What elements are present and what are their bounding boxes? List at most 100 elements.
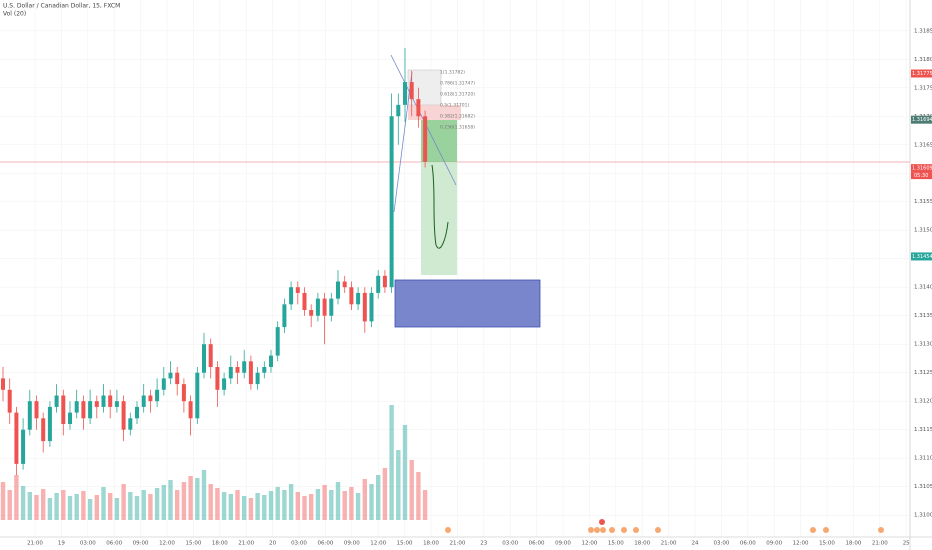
candle-body xyxy=(141,395,146,407)
volume-bar xyxy=(0,482,6,520)
candle-body xyxy=(88,401,93,419)
volume-bar xyxy=(362,479,367,520)
volume-bar xyxy=(67,496,73,520)
zone-rectangle xyxy=(394,279,541,328)
candle-body xyxy=(228,367,233,379)
candle-body xyxy=(382,275,387,288)
candle-body xyxy=(416,99,421,117)
volume-bar xyxy=(315,489,321,520)
event-icon xyxy=(445,527,451,533)
chart-title: U.S. Dollar / Canadian Dollar, 15, FXCM xyxy=(3,3,120,10)
x-tick-label: 03:00 xyxy=(713,541,729,547)
candle-body xyxy=(47,406,52,442)
y-tick-label: 1.31400 xyxy=(914,285,932,291)
volume-bar xyxy=(114,498,120,520)
y-tick-label: 1.31000 xyxy=(914,513,932,519)
candle-body xyxy=(235,367,240,373)
events xyxy=(445,519,884,533)
volume-bar xyxy=(288,484,294,520)
candle-body xyxy=(275,327,280,356)
x-tick-label: 21:00 xyxy=(449,541,465,547)
volume-bar xyxy=(215,488,220,520)
candle-body xyxy=(61,395,66,424)
price-label-box xyxy=(911,164,932,173)
y-tick-label: 1.31800 xyxy=(914,57,932,63)
volume-bar xyxy=(235,490,240,520)
volume-bar xyxy=(154,488,160,520)
event-icon xyxy=(621,527,627,533)
fib-label: 0.382(1.31682) xyxy=(440,114,475,120)
fib-label: 0.786(1.31747) xyxy=(440,81,475,87)
candle-body xyxy=(108,395,113,407)
volume-bar xyxy=(108,493,113,520)
volume-bar xyxy=(87,499,93,520)
volume-bar xyxy=(168,480,173,520)
x-tick-label: 15:00 xyxy=(185,541,201,547)
candle-body xyxy=(409,82,414,100)
candle-body xyxy=(195,372,200,419)
x-tick-label: 21:00 xyxy=(661,541,677,547)
candle-body xyxy=(396,104,401,117)
volume-bar xyxy=(81,491,86,520)
volume-bar xyxy=(181,482,187,520)
volume-bar xyxy=(302,496,307,520)
volume-bar xyxy=(74,494,79,520)
volume-bar xyxy=(275,487,280,520)
candle-body xyxy=(208,344,213,368)
volume-bar xyxy=(335,482,341,520)
target-zone xyxy=(421,162,457,275)
volume-bar xyxy=(221,492,227,520)
y-tick-label: 1.31350 xyxy=(914,313,932,319)
candle-body xyxy=(34,401,39,419)
candle-body xyxy=(369,292,374,322)
candle-body xyxy=(376,275,381,293)
candle-body xyxy=(121,401,126,430)
candle-body xyxy=(41,418,46,442)
y-tick-label: 1.31750 xyxy=(914,85,932,91)
candle-body xyxy=(248,361,253,385)
candle-body xyxy=(161,378,166,390)
y-tick-label: 1.31250 xyxy=(914,370,932,376)
candle-body xyxy=(242,361,247,373)
volume-bar xyxy=(416,472,421,520)
candle-body xyxy=(269,355,273,368)
candle-body xyxy=(309,310,314,316)
candle-body xyxy=(148,395,153,402)
event-icon xyxy=(878,527,884,533)
candle-body xyxy=(94,401,99,407)
candle-body xyxy=(128,418,133,430)
x-tick-label: 09:00 xyxy=(766,541,782,547)
event-icon xyxy=(810,527,816,533)
candle-body xyxy=(7,389,12,413)
candle-body xyxy=(315,298,320,316)
event-icon xyxy=(655,527,661,533)
price-label-box xyxy=(911,69,932,78)
candle-body xyxy=(175,372,180,385)
candle-body xyxy=(322,298,327,316)
volume-bar xyxy=(134,496,140,520)
volume-bar xyxy=(422,490,428,520)
candle-body xyxy=(295,287,300,293)
x-tick-label: 03:00 xyxy=(502,541,518,547)
volume-bar xyxy=(101,487,106,520)
candle-body xyxy=(168,372,173,379)
x-tick-label: 06:00 xyxy=(317,541,333,547)
candle-body xyxy=(181,384,186,402)
x-tick-label: 18:00 xyxy=(634,541,650,547)
y-tick-label: 1.31100 xyxy=(914,456,932,462)
y-tick-label: 1.31850 xyxy=(914,28,932,34)
countdown-box xyxy=(911,172,932,180)
candle-body xyxy=(349,287,354,305)
volume-bar xyxy=(195,478,200,520)
x-tick-label: 18:00 xyxy=(212,541,228,547)
candle-body xyxy=(389,116,394,288)
candle-body xyxy=(27,401,32,430)
price-label: 1.31694 xyxy=(912,117,932,123)
volume-bar xyxy=(409,460,414,520)
x-tick-label: 03:00 xyxy=(291,541,307,547)
hand-drawn-path xyxy=(431,164,449,249)
candle-body xyxy=(302,292,307,311)
y-tick-label: 1.31500 xyxy=(914,228,932,234)
volume-bar xyxy=(47,498,53,520)
